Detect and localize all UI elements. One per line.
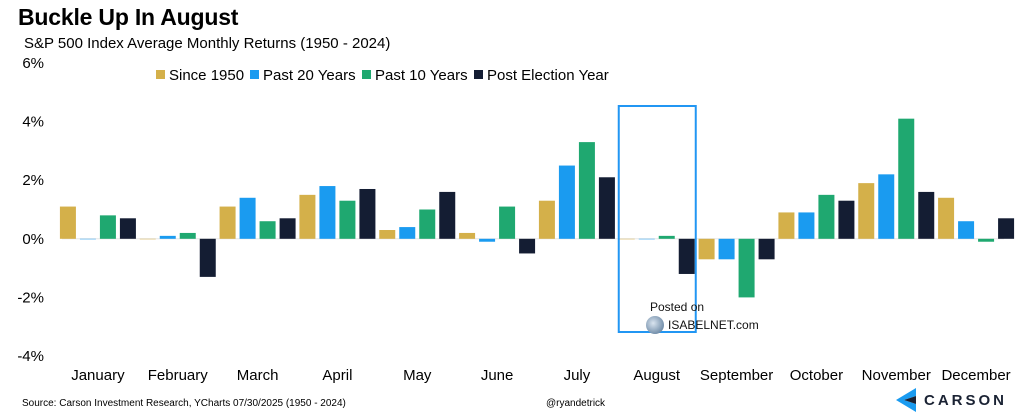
legend-label: Past 10 Years <box>375 67 468 84</box>
x-tick-label: November <box>862 367 931 384</box>
y-tick-label: 6% <box>22 55 44 72</box>
y-tick-label: -2% <box>17 289 44 306</box>
bar <box>838 200 855 239</box>
bar <box>618 238 635 240</box>
bar <box>359 188 376 239</box>
legend-swatch <box>362 70 371 79</box>
bar <box>738 238 755 298</box>
x-tick-label: July <box>564 367 591 384</box>
brand-name: CARSON <box>924 391 1008 409</box>
watermark-line2: ISABELNET.com <box>668 318 759 332</box>
bar <box>778 212 795 239</box>
x-tick-label: April <box>322 367 352 384</box>
chart-title: Buckle Up In August <box>18 4 239 30</box>
bar <box>658 235 675 239</box>
bar <box>519 238 536 254</box>
x-tick-label: January <box>71 367 125 384</box>
x-tick-label: August <box>633 367 681 384</box>
watermark: Posted on ISABELNET.com <box>646 300 759 334</box>
carson-logo-icon <box>896 388 916 412</box>
bar <box>419 209 436 239</box>
y-tick-label: -4% <box>17 348 44 365</box>
brand-logo: CARSON <box>896 388 1007 412</box>
x-tick-label: October <box>790 367 843 384</box>
x-tick-label: February <box>148 367 209 384</box>
bar <box>978 238 995 242</box>
x-tick-label: June <box>481 367 514 384</box>
watermark-line1: Posted on <box>650 300 705 314</box>
bar <box>698 238 715 260</box>
legend-label: Since 1950 <box>169 67 244 84</box>
x-tick-label: September <box>700 367 773 384</box>
bar <box>558 165 575 239</box>
y-tick-label: 4% <box>22 114 44 131</box>
bar <box>578 142 595 239</box>
bar <box>399 227 416 239</box>
bar <box>479 238 496 242</box>
bar <box>638 238 655 240</box>
bar <box>319 186 336 239</box>
author-handle: @ryandetrick <box>546 398 606 409</box>
bar <box>239 197 256 239</box>
bar <box>678 238 695 274</box>
bar <box>79 238 96 240</box>
bar <box>798 212 815 239</box>
legend-swatch <box>250 70 259 79</box>
bar <box>998 218 1015 239</box>
bar <box>119 218 136 239</box>
bar <box>598 177 615 239</box>
bar <box>259 221 276 239</box>
bar <box>439 191 456 239</box>
y-tick-label: 2% <box>22 172 44 189</box>
bar <box>299 194 316 239</box>
bar <box>538 200 555 239</box>
x-tick-label: March <box>237 367 279 384</box>
source-note: Source: Carson Investment Research, YCha… <box>22 398 346 409</box>
legend-label: Past 20 Years <box>263 67 356 84</box>
highlight-box <box>617 105 697 333</box>
bar <box>958 221 975 239</box>
bar <box>59 206 76 239</box>
bar <box>219 206 236 239</box>
y-tick-label: 0% <box>22 231 44 248</box>
bar <box>99 215 116 239</box>
globe-icon <box>646 316 664 334</box>
x-tick-label: December <box>941 367 1010 384</box>
bar <box>379 230 396 239</box>
bar <box>199 238 216 277</box>
bar <box>459 232 476 239</box>
bar <box>339 200 356 239</box>
bar <box>179 232 196 239</box>
bar <box>279 218 296 239</box>
bar <box>159 235 176 239</box>
x-tick-label: May <box>403 367 432 384</box>
legend-swatch <box>156 70 165 79</box>
legend-swatch <box>474 70 483 79</box>
bar <box>758 238 775 260</box>
bar <box>139 238 156 240</box>
bar <box>818 194 835 239</box>
bar <box>878 174 895 239</box>
legend-label: Post Election Year <box>487 67 609 84</box>
bar <box>898 118 915 239</box>
bar <box>858 183 875 239</box>
chart-subtitle: S&P 500 Index Average Monthly Returns (1… <box>24 35 391 52</box>
bar <box>499 206 516 239</box>
bar <box>718 238 735 260</box>
bar <box>918 191 935 239</box>
bar <box>938 197 955 239</box>
